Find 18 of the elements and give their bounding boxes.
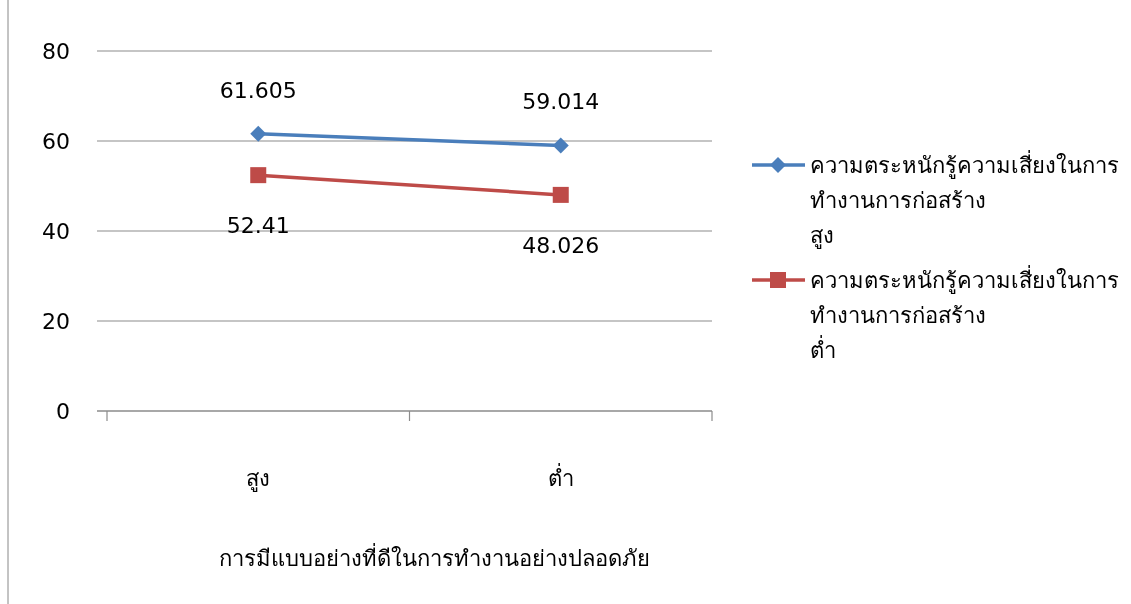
legend-label: ความตระหนักรู้ความเสี่ยงในการทำงานการก่อสร้าง ต่ำ xyxy=(810,264,1119,363)
y-tick-label: 20 xyxy=(42,308,70,334)
x-tick-label: สูง xyxy=(246,465,271,492)
data-label: 61.605 xyxy=(219,77,297,103)
legend-label: ความตระหนักรู้ความเสี่ยงในการทำงานการก่อสร้าง สูง xyxy=(810,149,1119,249)
point xyxy=(552,137,569,154)
y-tick-label: 80 xyxy=(42,38,70,64)
data-label: 52.41 xyxy=(226,213,290,239)
data-label: 59.014 xyxy=(522,89,600,115)
data-label: 48.026 xyxy=(522,232,600,258)
point xyxy=(250,167,267,184)
x-tick-label: ต่ำ xyxy=(547,462,574,491)
y-tick-label: 60 xyxy=(42,128,70,154)
y-tick-label: 40 xyxy=(42,218,70,244)
x-axis-title: การมีแบบอย่างที่ดีในการทำงานอย่างปลอดภัย xyxy=(219,542,650,571)
y-tick-label: 0 xyxy=(56,398,70,424)
point xyxy=(552,186,569,203)
point xyxy=(250,125,267,142)
